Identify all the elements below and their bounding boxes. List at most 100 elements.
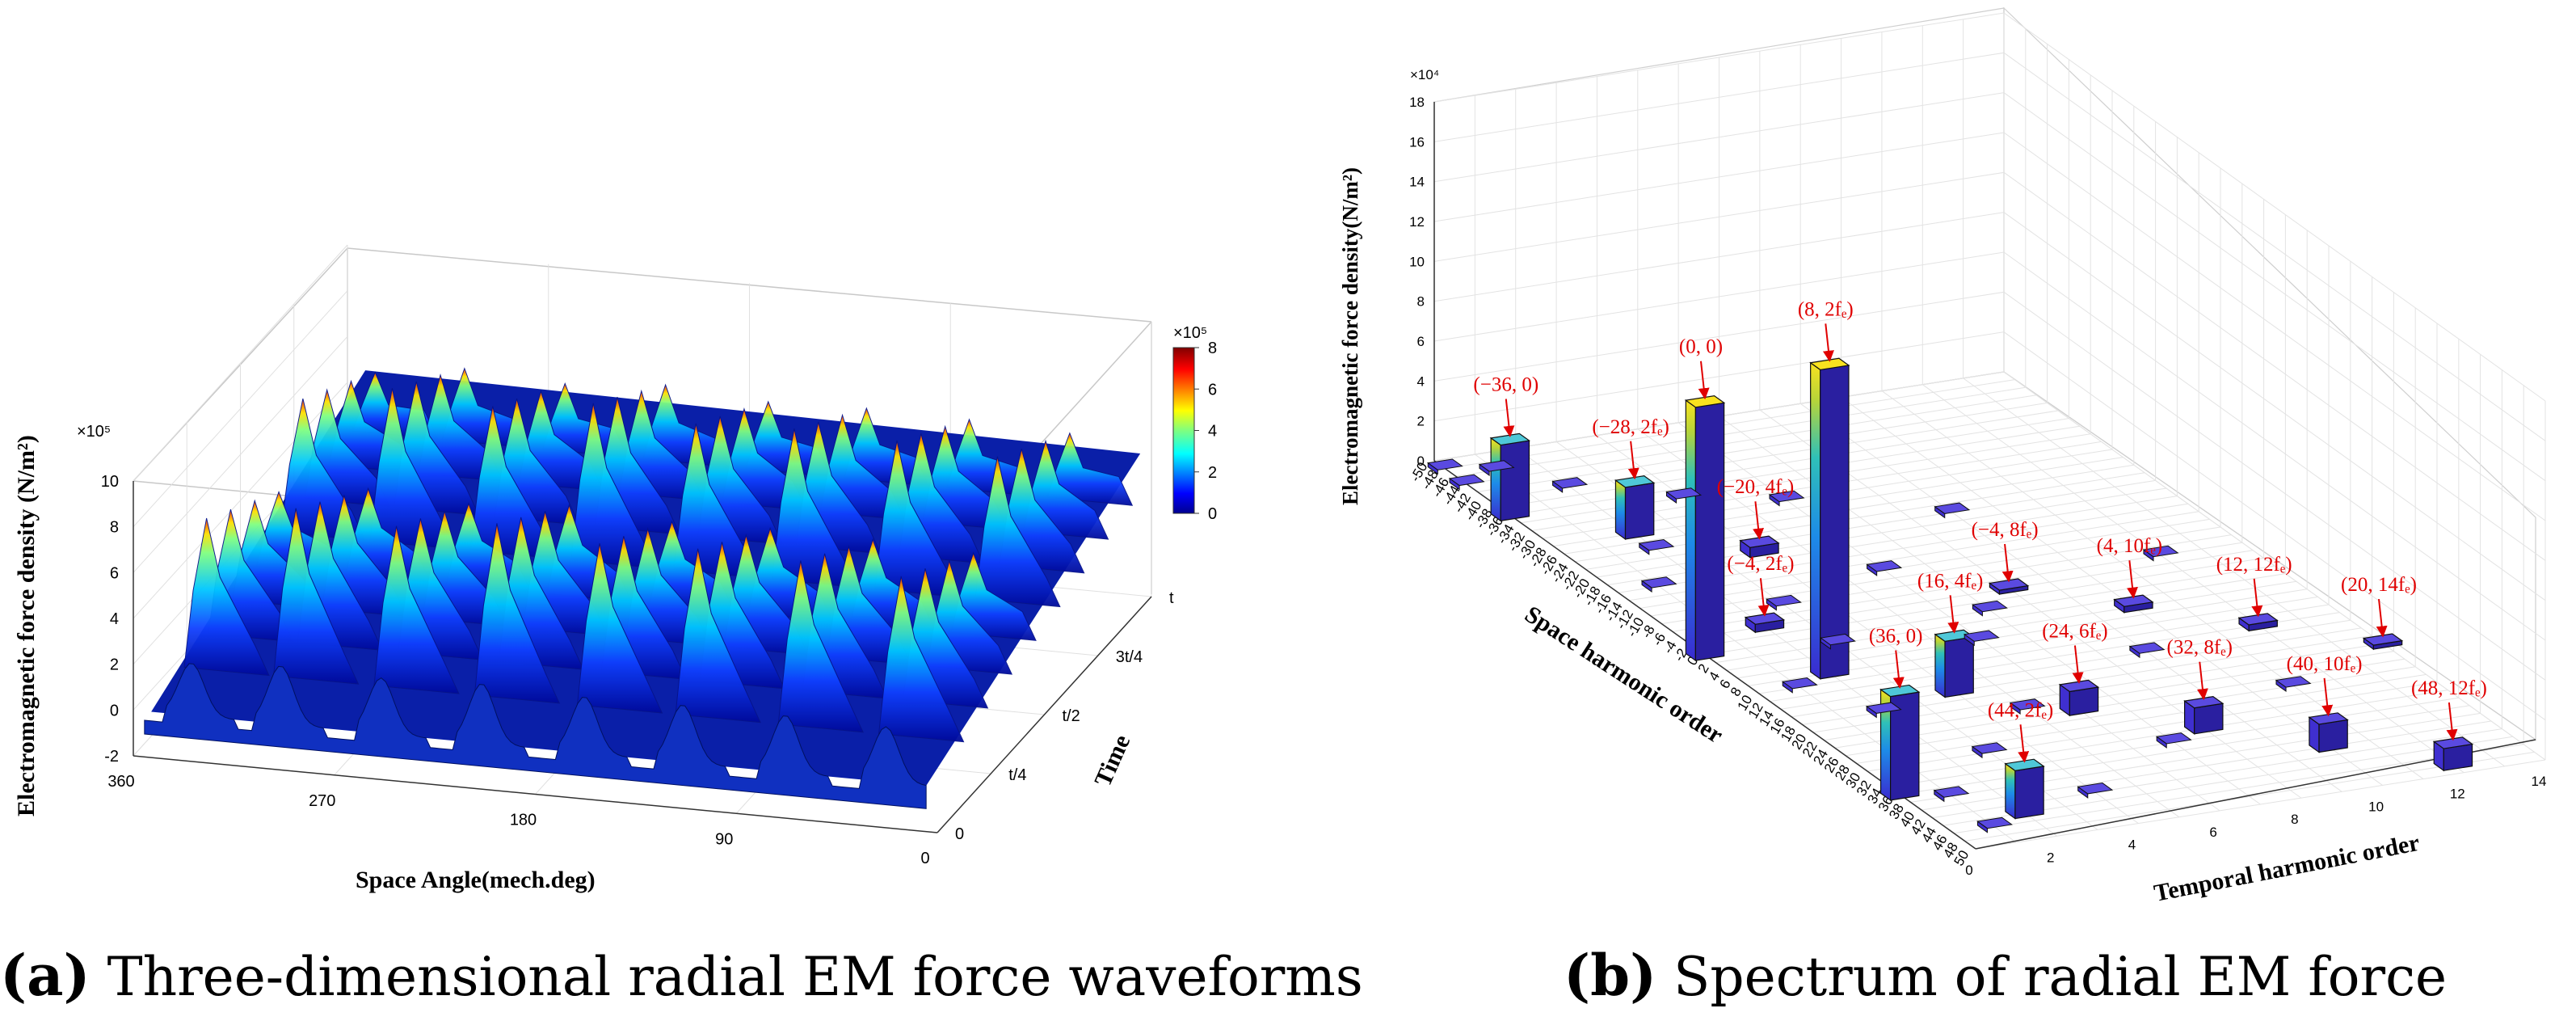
panel-b-annotation-label: (−4, 2fₑ) [1727,553,1794,575]
panel-b-t-tick-label: 6 [2209,825,2216,840]
panel-a-waveform-ridge [974,456,1061,608]
panel-b-floor-gridline [1637,428,2180,818]
panel-b-minor-bar [1820,633,1856,650]
panel-b-annotation-arrow [1698,361,1710,400]
panel-b-annotation-arrow [1503,399,1515,437]
panel-b-floor-gridline [1677,422,2220,812]
panel-a-waveform-ridge [878,576,965,743]
panel-b-t-tick-label: 4 [2128,837,2136,853]
panel-a-t-tick-label: 3t/4 [1116,648,1143,666]
panel-b-t-tick-label: 14 [2532,774,2547,789]
panel-b-exponent: ×10⁴ [1410,67,1439,82]
panel-b-annotation-arrow [2251,578,2263,618]
panel-a-colorbar [1172,347,1195,514]
panel-b-annotation-arrow [2072,645,2084,684]
panel-b-floor-gridline [1515,447,2058,837]
panel-a-t-tick-label: t/2 [1063,707,1080,725]
panel-b-annotation-arrow [1627,441,1639,480]
panel-b-z-tick-label: 14 [1409,175,1425,190]
panel-b-floor-gridline [1475,454,2017,843]
panel-b-z-tick-label: 18 [1409,95,1425,110]
caption-a-text: Three-dimensional radial EM force wavefo… [90,946,1363,1008]
panel-b-t-tick-label: 2 [2047,850,2054,865]
panel-b-z-tick-label: 16 [1409,134,1425,150]
panel-a-y-label: Electromagnetic force density (N/m²) [13,435,40,816]
panel-b-z-tick-label: 0 [1417,454,1425,469]
panel-a-3d-waveform: -2 0 2 4 6 8 10 360 270 180 90 0 0 t/4 t/2 3t/4 t ×10⁵ E… [13,244,1217,893]
panel-b-annotation-label: (−36, 0) [1473,373,1538,395]
panel-b-floor-gridline [1759,409,2302,799]
panel-b-annotation-label: (48, 12fₑ) [2411,677,2487,699]
panel-b-minor-bar [1448,474,1485,491]
panel-a-t-tick-label: t [1169,589,1174,607]
panel-b-t-tick-label: 10 [2368,799,2384,814]
panel-b-minor-bar [2155,732,2192,749]
panel-a-colorbar-ticks: 0 2 4 6 8 [1194,340,1217,523]
panel-b-minor-bar [2142,545,2179,562]
panel-b-ticks: 02468101214161802468101214-50-48-46-44-4… [1408,95,2547,878]
panel-b-minor-bar [1551,477,1589,493]
panel-b-bar [2113,594,2154,614]
panel-a-y-tick-label: 2 [110,656,119,674]
panel-b-annotation-label: (16, 4fₑ) [1917,570,1983,592]
panel-b-bar [1988,578,2030,596]
panel-b-annotation-arrow [1947,595,1959,634]
panel-b-minor-bar [1976,816,2013,833]
panel-b-bar [1744,612,1786,634]
panel-a-waveform-ridge [373,525,460,694]
panel-a-x-axis [133,755,938,833]
panel-a-x-tick-label: 0 [920,850,929,867]
panel-a-colorbar-tick-label: 0 [1208,505,1217,523]
panel-a-t-label: Time [1089,731,1135,791]
panel-a-y-tick-label: 0 [110,702,119,719]
panel-b-bar [1809,357,1850,680]
panel-b-z-tick-label: 10 [1409,254,1425,269]
panel-b-spectrum: 02468101214161802468101214-50-48-46-44-4… [1338,6,2547,907]
panel-b-floor-gridline [1799,403,2342,792]
panel-b-bar [1684,395,1726,662]
panel-b-annotation-label: (−28, 2fₑ) [1592,416,1669,438]
panel-a-ticks: -2 0 2 4 6 8 10 360 270 180 90 0 0 t/4 t/2 3t/4 t [101,473,1174,867]
panel-b-annotation-label: (24, 6fₑ) [2042,620,2107,642]
panel-b-annotation-label: (−20, 4fₑ) [1717,476,1794,498]
panel-a-exponent: ×10⁵ [77,423,111,441]
panel-b-annotation-label: (44, 2fₑ) [1988,699,2053,721]
panel-b-minor-bar [2275,676,2312,693]
panel-a-waveform-ridge [474,523,561,704]
panel-b-minor-bar [1933,786,1970,803]
panel-a-colorbar-tick-label: 6 [1208,381,1217,399]
panel-b-annotation-arrow [1892,650,1905,689]
panel-a-colorbar-tick-label: 2 [1208,464,1217,482]
panel-b-z-label: Electromagnetic force density(N/m²) [1338,167,1362,505]
panel-b-annotation-arrow [1822,323,1834,362]
panel-a-colorbar-tick-label: 4 [1208,423,1217,441]
panel-a-t-tick-label: t/4 [1008,766,1026,784]
panel-b-bar [2432,736,2474,772]
panel-b-bar [1614,475,1656,541]
panel-b-minor-bar [1766,594,1802,611]
panel-a-x-tick-label: 360 [107,773,134,791]
panel-b-annotations: (20, 14fₑ) (12, 12fₑ) (4, 10fₑ) (48, 12fₑ) (… [1473,298,2487,763]
panel-a-waveform-ridge [675,548,761,724]
panel-b-bar [2183,695,2225,735]
panel-a-y-tick-label: -2 [104,748,119,766]
panel-b-annotation-arrow [2018,724,2030,763]
panel-b-minor-bar [1972,600,2008,617]
panel-b-bar [1934,629,1975,698]
panel-a-front-edge [144,663,927,809]
panel-b-minor-bar [1426,458,1463,475]
panel-b-wall-gridline [1433,52,2546,441]
panel-a-surface [144,367,1141,809]
panel-b-minor-bar [1638,538,1675,555]
panel-a-waveform-ridge [1046,432,1134,506]
panel-a-y-tick-label: 6 [110,564,119,582]
panel-b-minor-bar [2009,698,2046,715]
panel-b-floor-gridline [1841,397,2383,786]
caption-b-text: Spectrum of radial EM force [1656,946,2448,1008]
panel-b-bar [1879,684,1921,802]
panel-b-minor-bar [1971,742,2008,759]
panel-b-minor-bar [1866,560,1903,576]
panel-b-annotation-label: (4, 10fₑ) [2097,535,2162,557]
panel-b-minor-bar [1963,630,2000,647]
